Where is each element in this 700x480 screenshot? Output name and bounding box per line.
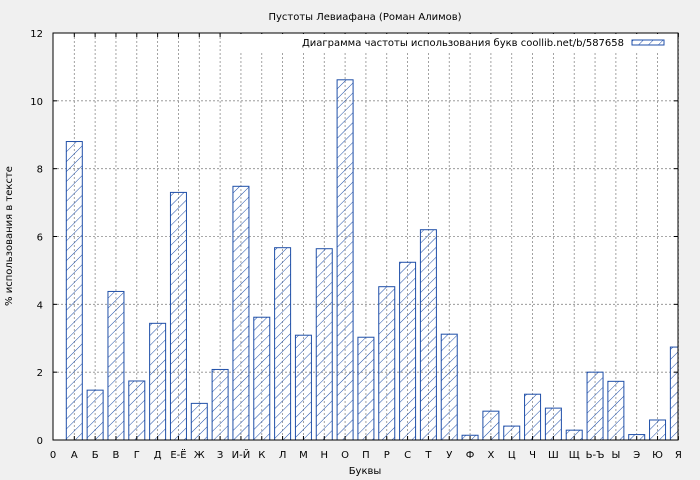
x-tick-label: В — [113, 450, 120, 461]
x-tick-label: З — [217, 450, 223, 461]
x-tick-label: У — [446, 450, 452, 461]
y-tick-label: 12 — [30, 29, 43, 40]
bar-К — [253, 316, 271, 441]
x-tick-label: С — [404, 450, 411, 461]
y-tick-label: 2 — [37, 368, 43, 379]
x-tick-label: Е-Ё — [170, 448, 186, 461]
x-tick-label: Ю — [652, 450, 663, 461]
bar-Н — [315, 248, 333, 441]
bar-М — [294, 334, 312, 441]
x-tick-label: Э — [633, 450, 640, 461]
x-tick-label: Ф — [466, 450, 475, 461]
x-tick-label: Ь-Ъ — [586, 450, 605, 461]
bar-Х — [482, 410, 500, 441]
x-tick-label: Л — [279, 450, 287, 461]
x-tick-label: Я — [675, 450, 682, 461]
x-tick-label: И-Й — [232, 448, 251, 461]
x-tick-label: Ы — [611, 450, 620, 461]
bar-Г — [128, 380, 146, 441]
y-tick-label: 8 — [37, 165, 43, 176]
x-tick-label: О — [341, 450, 349, 461]
x-tick-label: Г — [134, 450, 140, 461]
x-tick-label: Щ — [569, 450, 580, 461]
bar-З — [211, 368, 229, 441]
bar-Ь-Ъ — [586, 371, 604, 441]
x-tick-label: Ч — [529, 450, 536, 461]
x-tick-label: Ц — [508, 450, 516, 461]
x-tick-label: Ш — [548, 450, 559, 461]
bar-И-Й — [232, 185, 250, 441]
x-tick-label-origin: 0 — [50, 450, 56, 461]
legend: Диаграмма частоты использования букв coo… — [240, 34, 674, 52]
bar-У — [440, 333, 458, 441]
legend-label: Диаграмма частоты использования букв coo… — [302, 38, 624, 49]
x-tick-label: Х — [487, 450, 494, 461]
y-tick-label: 0 — [37, 436, 43, 447]
x-tick-label: Р — [384, 450, 390, 461]
x-tick-label: М — [299, 450, 308, 461]
bar-П — [357, 336, 375, 441]
x-tick-label: Т — [424, 450, 432, 461]
x-axis-title: Буквы — [349, 466, 382, 477]
bar-Ч — [524, 393, 542, 441]
bar-Ж — [190, 402, 208, 441]
legend-background — [240, 34, 674, 52]
bar-Т — [419, 229, 437, 441]
x-tick-label: Ж — [194, 450, 205, 461]
bar-Ы — [607, 380, 625, 441]
bar-А — [65, 141, 83, 441]
bar-О — [336, 79, 354, 441]
bar-С — [399, 261, 417, 441]
legend-swatch — [631, 39, 665, 46]
x-tick-label: А — [71, 450, 78, 461]
bar-Д — [149, 322, 167, 441]
x-tick-label: Н — [320, 450, 328, 461]
bar-Л — [274, 247, 292, 441]
bar-Р — [378, 286, 396, 441]
bar-Ш — [544, 407, 562, 441]
y-tick-label: 10 — [30, 97, 43, 108]
bar-В — [107, 290, 125, 441]
x-tick-label: Д — [154, 450, 162, 461]
y-tick-label: 6 — [37, 233, 43, 244]
x-tick-label: П — [362, 450, 370, 461]
x-tick-label: Б — [92, 450, 99, 461]
chart-title: Пустоты Левиафана (Роман Алимов) — [268, 12, 461, 23]
y-axis-ticks: 0 2 4 6 8 10 12 — [30, 29, 678, 447]
y-tick-label: 4 — [37, 300, 43, 311]
x-tick-label: К — [258, 450, 265, 461]
bar-Я — [669, 346, 679, 441]
bar-Е-Ё — [169, 191, 187, 441]
y-axis-title: % использования в тексте — [4, 166, 15, 306]
bar-Б — [86, 389, 104, 441]
